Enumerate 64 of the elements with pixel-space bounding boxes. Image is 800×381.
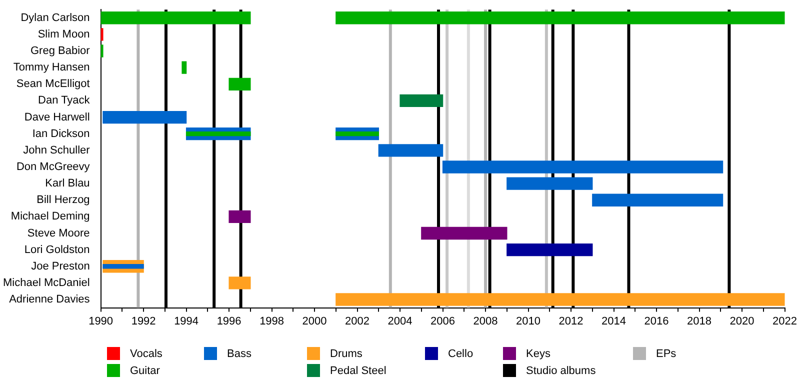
bar (592, 194, 724, 206)
legend-label: Keys (526, 348, 550, 360)
bar (506, 177, 593, 190)
x-tick-label: 2014 (602, 315, 626, 328)
legend-label: Cello (448, 348, 474, 360)
bar (100, 28, 104, 41)
y-tick-label: Sean McElligot (16, 78, 90, 90)
bar (100, 12, 251, 24)
y-tick-label: Dave Harwell (24, 111, 90, 124)
bar (336, 293, 785, 306)
bar (102, 110, 187, 124)
bar (228, 210, 251, 224)
y-tick-label: Joe Preston (31, 260, 90, 272)
x-tick-label: 2004 (388, 315, 412, 328)
y-tick-label: Don McGreevy (16, 161, 90, 174)
y-tick-label: Dylan Carlson (20, 12, 90, 24)
x-tick-label: 2022 (772, 315, 798, 328)
legend-label: Guitar (130, 364, 160, 376)
x-tick-label: 1994 (174, 315, 199, 328)
x-tick-label: 2012 (558, 315, 584, 328)
y-tick-label: Steve Moore (27, 227, 90, 240)
bar (228, 78, 251, 90)
bar (336, 12, 785, 24)
y-tick-label: Adrienne Davies (9, 294, 90, 306)
y-tick-label: Michael McDaniel (2, 276, 90, 289)
x-tick-label: 2006 (430, 315, 456, 328)
legend-label: Bass (227, 348, 252, 360)
bar (400, 94, 444, 108)
y-tick-label: Bill Herzog (36, 194, 90, 206)
x-tick-label: 2010 (516, 315, 541, 328)
x-tick-label: 2018 (687, 315, 712, 328)
y-tick-label: Michael Deming (10, 210, 90, 223)
legend-label: Vocals (130, 348, 162, 360)
bar (228, 276, 251, 290)
x-tick-label: 2002 (345, 315, 370, 328)
x-tick-label: 1996 (216, 315, 242, 328)
bar (186, 132, 251, 136)
y-tick-label: Karl Blau (45, 178, 90, 190)
legend-label: Pedal Steel (330, 364, 386, 376)
x-tick-label: 1998 (260, 315, 284, 328)
x-tick-label: 1992 (131, 315, 156, 328)
y-tick-label: Tommy Hansen (13, 62, 90, 74)
bar (336, 132, 379, 136)
bar (421, 226, 508, 240)
bar (378, 144, 444, 157)
bar (102, 264, 144, 269)
y-tick-label: Ian Dickson (32, 128, 90, 140)
legend-label: Studio albums (526, 364, 596, 376)
legend-label: Drums (330, 348, 362, 360)
y-tick-label: Greg Babior (30, 45, 90, 58)
x-tick-label: 1990 (88, 315, 114, 328)
x-tick-label: 2020 (730, 315, 754, 328)
y-tick-label: Lori Goldston (24, 244, 90, 256)
bar (182, 61, 187, 74)
bar (506, 243, 593, 256)
x-tick-label: 2016 (644, 315, 669, 328)
x-tick-label: 2000 (302, 315, 327, 328)
legend-label: EPs (656, 348, 676, 360)
bar (442, 160, 724, 174)
y-tick-label: Dan Tyack (38, 94, 90, 107)
y-tick-label: John Schuller (23, 144, 90, 156)
x-tick-label: 2008 (473, 315, 498, 328)
y-tick-label: Slim Moon (38, 28, 90, 40)
bar (100, 44, 104, 58)
